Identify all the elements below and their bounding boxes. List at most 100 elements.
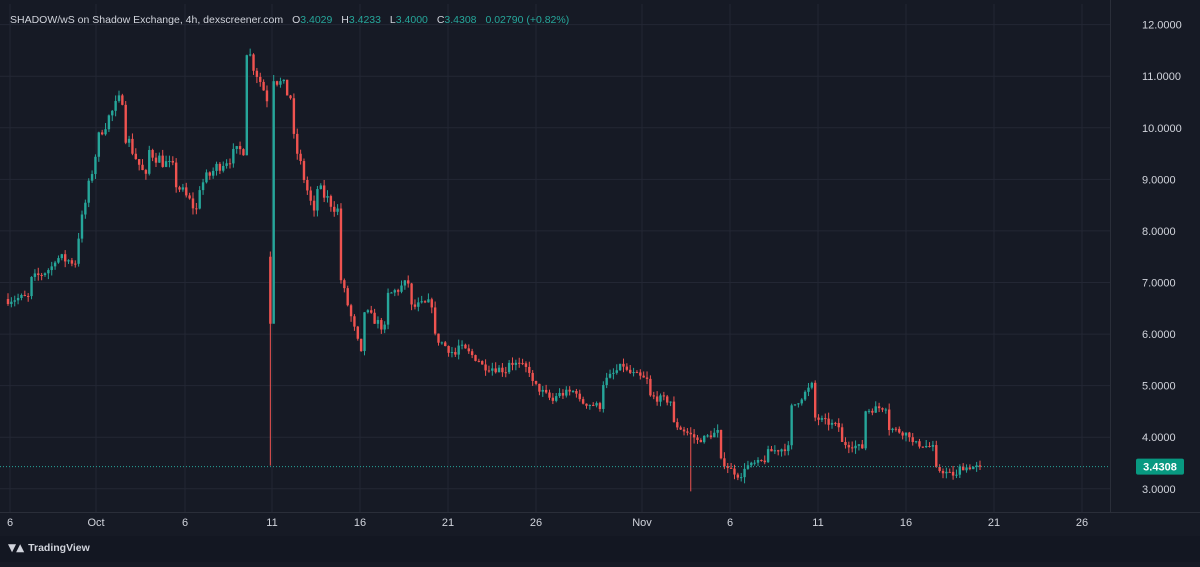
- candle-body: [689, 432, 692, 435]
- candle-body: [777, 450, 780, 452]
- candle-body: [346, 288, 349, 306]
- candle-body: [225, 163, 228, 166]
- candle-body: [134, 153, 138, 160]
- candle-body: [645, 377, 649, 379]
- candle-body: [104, 129, 107, 135]
- candle-body: [16, 297, 20, 301]
- open-label: O: [292, 14, 301, 26]
- candle-body: [850, 447, 854, 449]
- candle-body: [366, 310, 370, 313]
- candle-body: [706, 435, 709, 437]
- candle-body: [622, 363, 625, 367]
- candle-body: [218, 163, 222, 171]
- candle-body: [349, 305, 353, 317]
- candle-body: [370, 310, 373, 313]
- candle-body: [528, 366, 531, 373]
- candle-body: [460, 344, 464, 346]
- candle-body: [299, 153, 302, 162]
- candle-body: [662, 395, 666, 397]
- time-tick-label: 6: [182, 517, 188, 529]
- candle-body: [235, 146, 238, 149]
- candle-body: [692, 434, 696, 438]
- tradingview-logo[interactable]: ▼▲ TradingView: [8, 542, 90, 554]
- candle-body: [521, 363, 524, 365]
- footer-bar: ▼▲ TradingView: [0, 536, 1200, 562]
- candle-body: [201, 182, 205, 191]
- candle-body: [753, 462, 756, 464]
- high-label: H: [341, 14, 349, 26]
- candle-body: [935, 445, 938, 467]
- candle-body: [659, 395, 662, 402]
- candle-body: [642, 375, 645, 378]
- candle-body: [555, 396, 558, 401]
- candle-body: [447, 346, 450, 353]
- candle-body: [978, 465, 982, 467]
- candle-body: [215, 163, 218, 171]
- price-tick-label: 10.0000: [1142, 123, 1182, 135]
- candle-body: [444, 342, 447, 347]
- candle-body: [430, 299, 433, 308]
- candle-body: [117, 95, 121, 101]
- candle-body: [740, 477, 743, 479]
- candle-body: [911, 437, 914, 443]
- candle-body: [107, 115, 111, 130]
- candle-body: [602, 385, 605, 409]
- candle-body: [174, 162, 178, 188]
- candle-body: [144, 170, 148, 174]
- candle-body: [618, 363, 622, 371]
- candle-body: [666, 396, 669, 403]
- candle-body: [272, 81, 275, 324]
- candle-body: [322, 185, 326, 198]
- candle-body: [504, 372, 507, 374]
- candle-body: [74, 263, 77, 265]
- candle-body: [840, 427, 844, 442]
- time-tick-label: 6: [727, 517, 733, 529]
- candle-body: [393, 290, 396, 293]
- candle-body: [178, 187, 181, 190]
- candle-body: [100, 132, 104, 135]
- candle-body: [208, 172, 211, 176]
- candle-body: [285, 79, 289, 96]
- candle-body: [827, 418, 830, 425]
- candle-body: [682, 429, 686, 432]
- candle-body: [780, 449, 783, 452]
- candle-body: [386, 292, 390, 325]
- candle-body: [457, 345, 460, 355]
- candle-body: [70, 260, 74, 264]
- candle-body: [464, 344, 467, 349]
- candle-body: [672, 401, 676, 423]
- candle-body: [810, 382, 814, 388]
- candle-body: [400, 285, 403, 292]
- candle-body: [901, 432, 904, 436]
- candle-body: [396, 290, 400, 292]
- candle-body: [470, 351, 474, 356]
- candle-body: [359, 338, 363, 352]
- candle-body: [615, 370, 618, 373]
- candle-body: [746, 465, 750, 469]
- candle-body: [612, 372, 615, 374]
- candle-body: [770, 449, 773, 452]
- candle-body: [652, 395, 655, 397]
- candle-body: [968, 467, 972, 470]
- candle-body: [561, 392, 565, 396]
- candle-body: [585, 403, 588, 406]
- candle-body: [292, 98, 296, 134]
- candle-body: [275, 81, 279, 85]
- candle-body: [501, 367, 504, 373]
- brand-label: TradingView: [28, 542, 90, 554]
- candle-body: [211, 170, 215, 176]
- candle-body: [60, 254, 64, 259]
- candle-body: [191, 198, 195, 209]
- candle-body: [487, 370, 491, 372]
- chart-legend: SHADOW/wS on Shadow Exchange, 4h, dexscr…: [10, 14, 569, 26]
- candle-body: [23, 294, 27, 296]
- candle-body: [716, 429, 719, 433]
- candle-body: [854, 445, 857, 449]
- candle-body: [269, 256, 272, 324]
- candle-body: [124, 104, 127, 143]
- candle-body: [894, 428, 898, 430]
- candle-body: [877, 406, 881, 409]
- candle-body: [97, 132, 101, 157]
